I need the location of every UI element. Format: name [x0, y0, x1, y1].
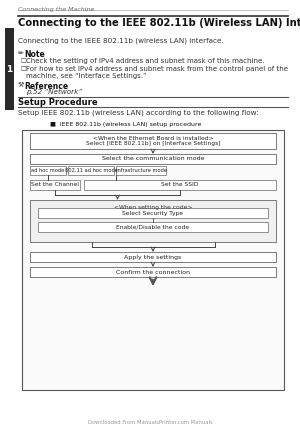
Text: Apply the settings: Apply the settings	[124, 254, 182, 259]
Bar	[38, 222, 268, 232]
Bar	[22, 130, 284, 390]
Text: ■  IEEE 802.11b (wireless LAN) setup procedure: ■ IEEE 802.11b (wireless LAN) setup proc…	[50, 122, 201, 127]
Text: 1: 1	[6, 64, 13, 73]
Text: Select the communication mode: Select the communication mode	[102, 156, 204, 162]
Text: <When setting the code>: <When setting the code>	[114, 205, 192, 210]
Text: Note: Note	[24, 50, 45, 59]
Text: Reference: Reference	[24, 82, 68, 91]
Bar	[30, 267, 276, 277]
Text: ✏: ✏	[18, 50, 24, 56]
Text: machine, see “Interface Settings.”: machine, see “Interface Settings.”	[26, 73, 147, 79]
Text: Set the Channel: Set the Channel	[31, 182, 79, 187]
Text: <When the Ethernet Board is installed>
Select [IEEE 802.11b] on [Interface Setti: <When the Ethernet Board is installed> S…	[86, 136, 220, 146]
Text: infrastructure mode: infrastructure mode	[116, 168, 166, 173]
Text: Set the SSID: Set the SSID	[161, 182, 199, 187]
Text: Check the setting of IPv4 address and subnet mask of this machine.: Check the setting of IPv4 address and su…	[26, 58, 265, 64]
Bar	[68, 166, 114, 175]
Text: Setup Procedure: Setup Procedure	[18, 98, 98, 107]
Text: Downloaded From ManualsPrinter.com Manuals: Downloaded From ManualsPrinter.com Manua…	[88, 420, 212, 424]
Bar	[116, 166, 166, 175]
Text: ⚒: ⚒	[18, 82, 24, 88]
Text: Connecting to the IEEE 802.11b (Wireless LAN) Interface: Connecting to the IEEE 802.11b (Wireless…	[18, 18, 300, 28]
Bar	[30, 166, 66, 175]
Bar	[30, 154, 276, 164]
Bar	[38, 208, 268, 218]
Text: 802.11 ad hoc mode: 802.11 ad hoc mode	[64, 168, 117, 173]
Text: p.52 “Network”: p.52 “Network”	[26, 89, 82, 95]
Bar	[5, 28, 14, 110]
Text: □: □	[20, 66, 26, 71]
Text: ad hoc mode: ad hoc mode	[32, 168, 64, 173]
Text: □: □	[20, 58, 26, 63]
Text: Select Security Type: Select Security Type	[122, 210, 184, 215]
Bar	[30, 133, 276, 149]
Text: Connecting the Machine: Connecting the Machine	[18, 7, 94, 12]
Text: Connecting to the IEEE 802.11b (wireless LAN) interface.: Connecting to the IEEE 802.11b (wireless…	[18, 38, 224, 45]
Text: Confirm the connection: Confirm the connection	[116, 270, 190, 274]
Text: Setup IEEE 802.11b (wireless LAN) according to the following flow:: Setup IEEE 802.11b (wireless LAN) accord…	[18, 109, 259, 115]
Text: Enable/Disable the code: Enable/Disable the code	[116, 224, 190, 229]
Bar	[84, 180, 276, 190]
Bar	[30, 252, 276, 262]
Bar	[30, 180, 80, 190]
Text: For how to set IPv4 address and subnet mask from the control panel of the: For how to set IPv4 address and subnet m…	[26, 66, 288, 72]
Bar	[30, 200, 276, 242]
